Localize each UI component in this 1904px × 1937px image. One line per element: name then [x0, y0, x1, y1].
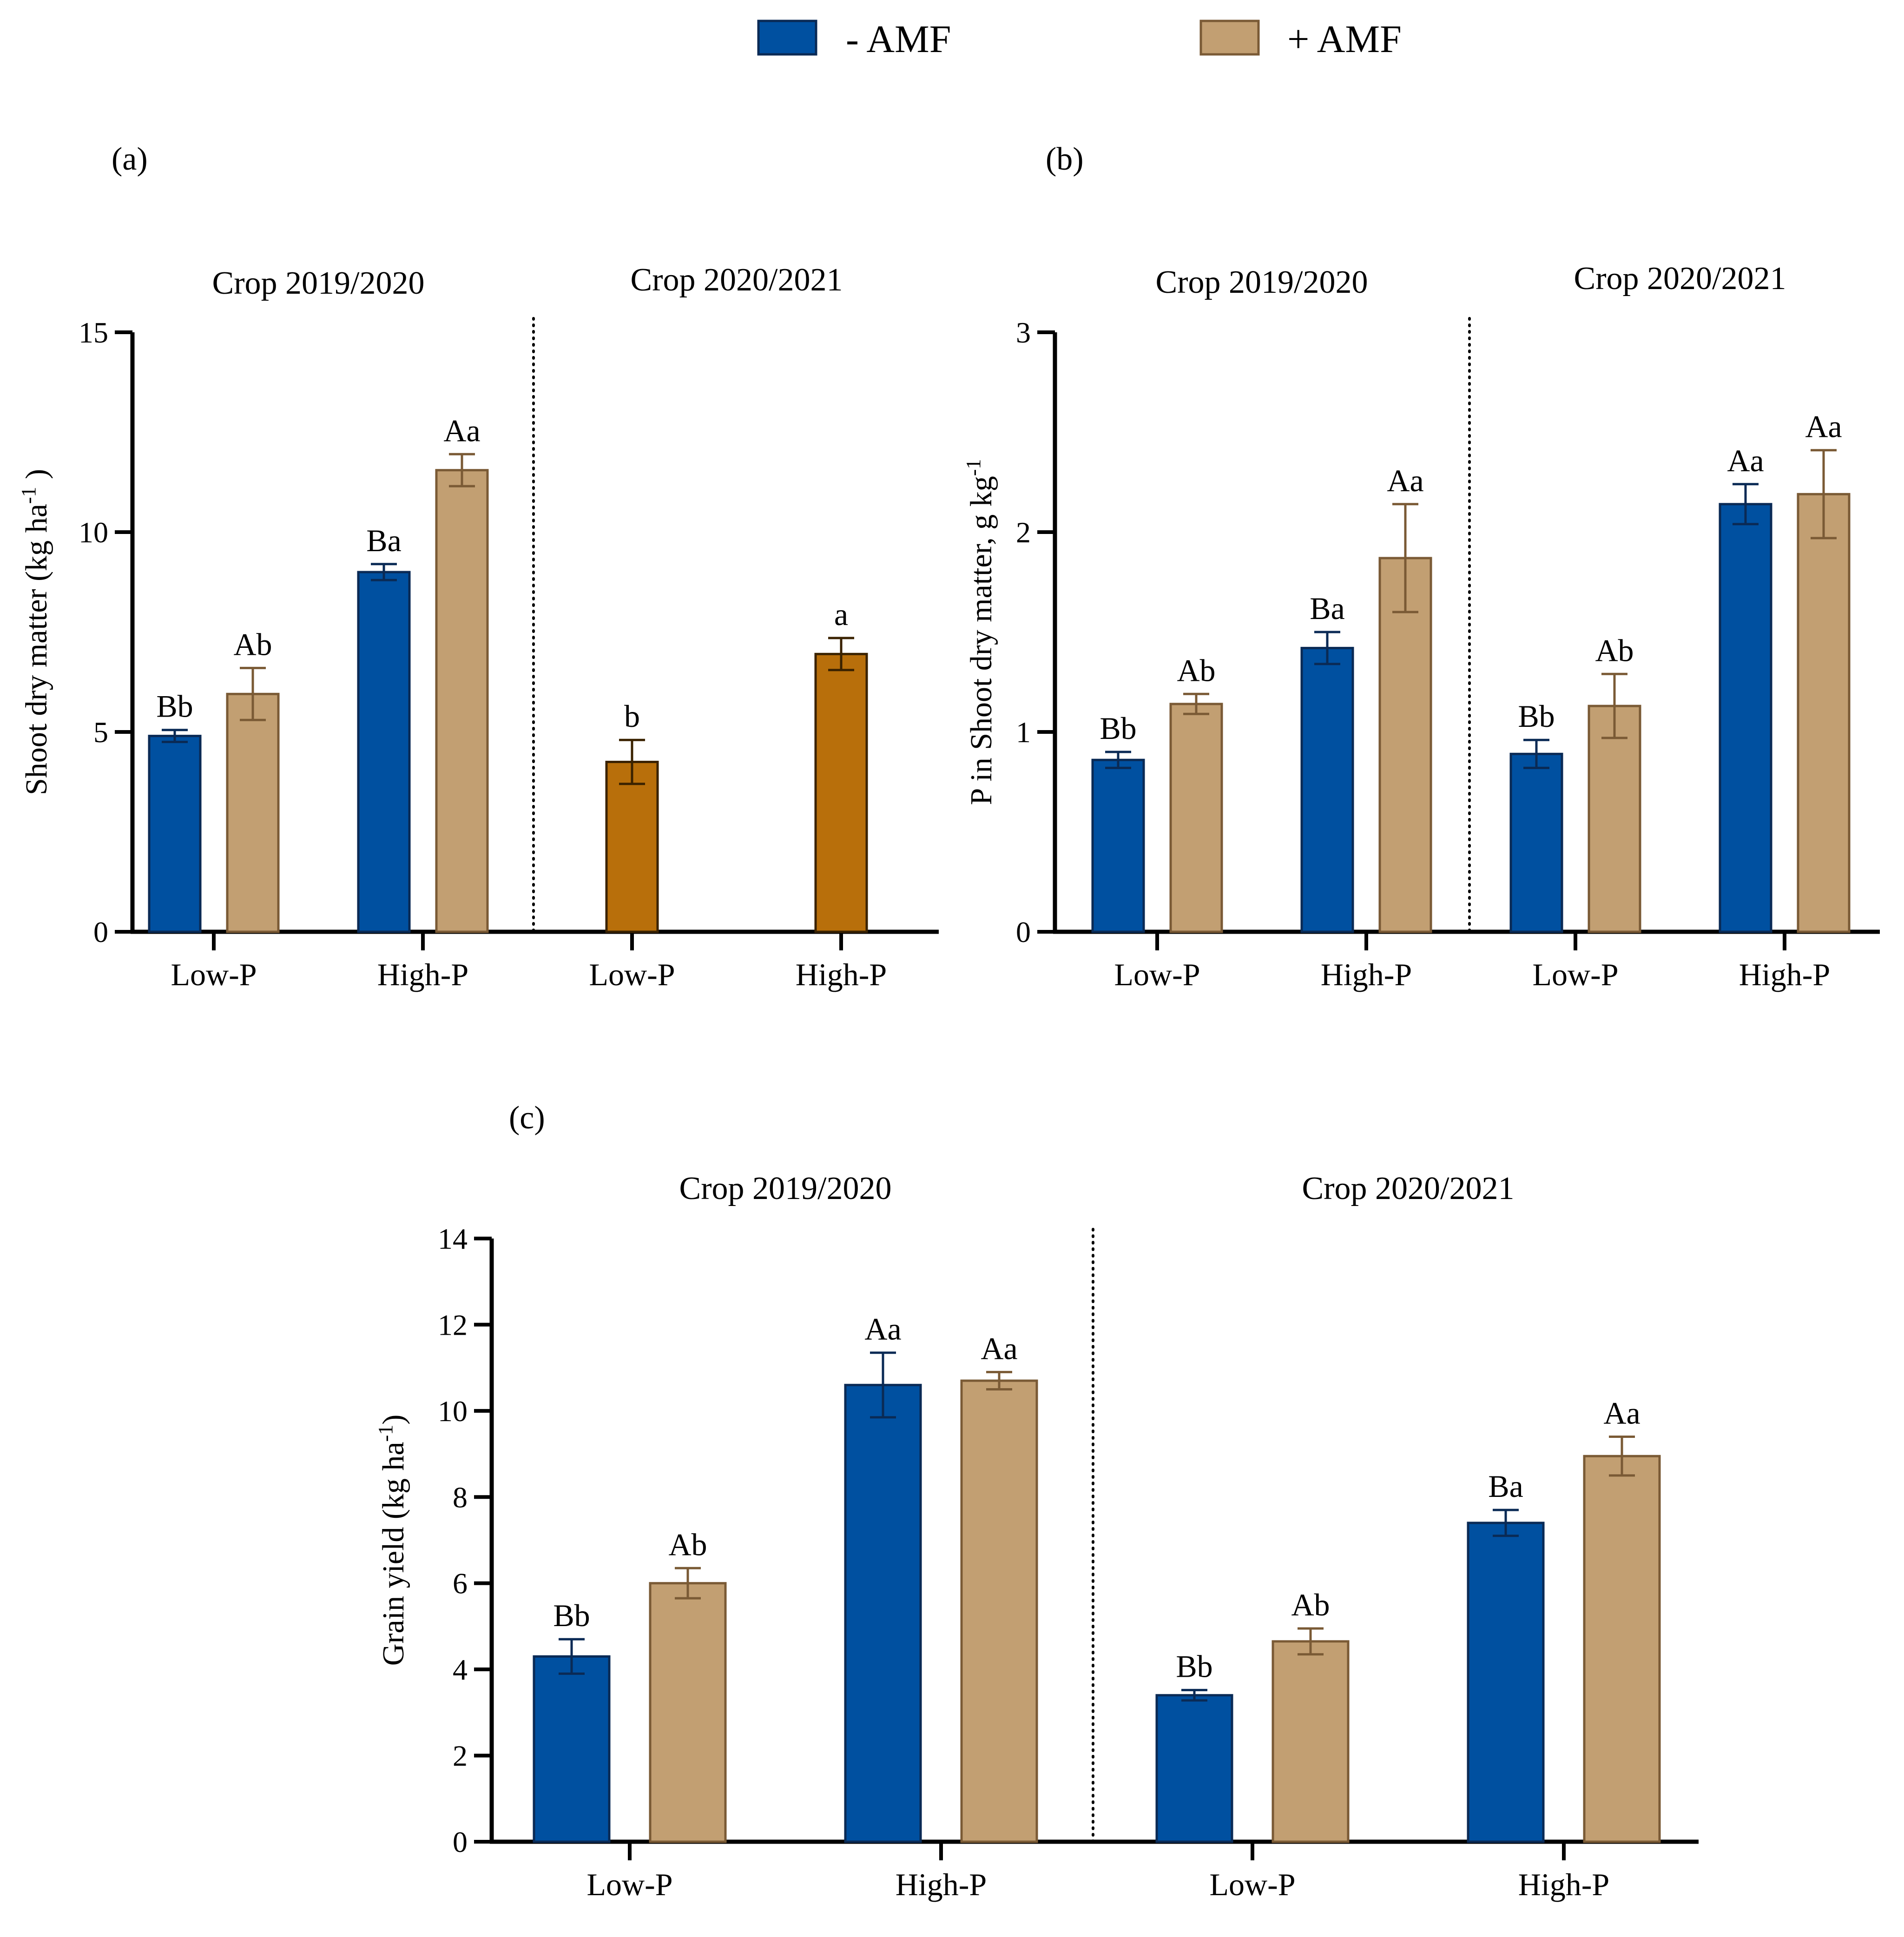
significance-label: Ab	[233, 626, 272, 662]
x-tick-label: Low-P	[171, 957, 257, 992]
y-axis-label: P in Shoot dry matter, g kg-1	[962, 459, 999, 805]
y-tick-label: 10	[79, 516, 108, 549]
y-tick-label: 10	[438, 1395, 468, 1428]
significance-label: Bb	[156, 689, 193, 724]
panel-letter: (a)	[112, 141, 148, 177]
significance-label: Ab	[1177, 652, 1215, 688]
y-tick-label: 1	[1016, 716, 1031, 749]
panel-c: (c) 0 2 4 6 8 10 12 14 Grain yield (kg ha-1) Crop …	[374, 1100, 1699, 1902]
legend-swatch-plus-amf	[1199, 20, 1260, 56]
bar	[1169, 703, 1223, 933]
y-tick-label: 0	[1016, 916, 1031, 949]
group-title: Crop 2019/2020	[1156, 264, 1368, 300]
x-tick-label: High-P	[896, 1867, 987, 1902]
y-axis-label: Shoot dry matter (kg ha-1 )	[17, 469, 54, 795]
legend-label-minus-amf: - AMF	[846, 18, 951, 61]
bar	[1588, 705, 1641, 933]
significance-label: Ba	[366, 523, 402, 558]
x-tick-label: High-P	[1518, 1867, 1609, 1902]
group-title: Crop 2020/2021	[1302, 1171, 1515, 1206]
bar	[1155, 1694, 1233, 1843]
significance-label: Aa	[1603, 1395, 1640, 1430]
bar	[435, 469, 489, 933]
significance-label: Bb	[1100, 711, 1136, 746]
significance-label: Aa	[1387, 463, 1423, 498]
significance-label: a	[834, 597, 848, 632]
y-tick-label: 6	[453, 1567, 468, 1600]
y-tick-label: 8	[453, 1481, 468, 1514]
y-tick-label: 0	[93, 916, 108, 949]
panel-b: (b) 0 1 2 3 P in Shoot dry matter, g kg-1 Crop…	[962, 141, 1880, 992]
bar	[1300, 646, 1354, 933]
bar	[960, 1379, 1038, 1843]
y-tick-label: 15	[79, 316, 108, 349]
bar	[1378, 557, 1432, 933]
bar	[814, 652, 868, 933]
group-title: Crop 2019/2020	[212, 265, 425, 301]
significance-label: Bb	[1518, 698, 1555, 734]
bar	[226, 692, 280, 933]
significance-label: Ab	[1291, 1587, 1330, 1622]
significance-label: Aa	[864, 1311, 901, 1347]
y-tick-label: 5	[93, 716, 108, 749]
y-tick-label: 2	[1016, 516, 1031, 549]
x-tick-label: High-P	[1321, 957, 1412, 992]
panel-letter: (c)	[509, 1100, 545, 1136]
significance-label: b	[624, 698, 640, 734]
bar	[357, 571, 411, 933]
significance-label: Aa	[1727, 443, 1764, 478]
x-tick-label: Low-P	[586, 1867, 672, 1902]
y-tick-label: 0	[453, 1825, 468, 1858]
bar	[1091, 758, 1145, 933]
significance-label: Ab	[668, 1527, 707, 1562]
significance-label: Aa	[1805, 409, 1842, 444]
bar	[649, 1582, 727, 1843]
y-tick-label: 3	[1016, 316, 1031, 349]
x-tick-label: High-P	[1739, 957, 1830, 992]
legend-swatch-minus-amf	[757, 20, 817, 56]
panel-a: (a) 0 5 10 15 Shoot dry matter (kg ha-1 ) Crop…	[17, 141, 939, 992]
x-tick-label: High-P	[796, 957, 887, 992]
bar	[148, 735, 202, 933]
legend-label-plus-amf: + AMF	[1287, 18, 1402, 61]
bar	[533, 1655, 611, 1843]
bar	[1583, 1455, 1661, 1843]
bar	[1719, 503, 1772, 933]
significance-label: Bb	[1176, 1649, 1212, 1684]
significance-label: Ba	[1310, 591, 1345, 626]
panel-letter: (b)	[1046, 141, 1084, 177]
bar	[1467, 1522, 1545, 1843]
bar	[1797, 493, 1851, 933]
group-title: Crop 2020/2021	[1574, 261, 1786, 296]
bar	[844, 1384, 922, 1843]
group-title: Crop 2020/2021	[631, 262, 843, 298]
bar	[605, 761, 659, 933]
y-tick-label: 4	[453, 1653, 468, 1686]
bar	[1509, 752, 1563, 933]
y-tick-label: 12	[438, 1308, 468, 1341]
significance-label: Bb	[553, 1598, 590, 1633]
significance-label: Aa	[981, 1331, 1017, 1366]
significance-label: Aa	[443, 413, 480, 448]
x-tick-label: Low-P	[1209, 1867, 1295, 1902]
y-tick-label: 2	[453, 1739, 468, 1772]
legend: - AMF + AMF	[757, 18, 1402, 61]
group-title: Crop 2019/2020	[679, 1171, 892, 1206]
x-tick-label: Low-P	[1532, 957, 1618, 992]
x-tick-label: Low-P	[589, 957, 675, 992]
significance-label: Ba	[1488, 1469, 1523, 1504]
x-tick-label: High-P	[377, 957, 468, 992]
bar	[1272, 1640, 1350, 1843]
y-axis-label: Grain yield (kg ha-1)	[374, 1415, 411, 1666]
significance-label: Ab	[1595, 632, 1634, 668]
y-tick-label: 14	[438, 1222, 468, 1255]
x-tick-label: Low-P	[1114, 957, 1200, 992]
